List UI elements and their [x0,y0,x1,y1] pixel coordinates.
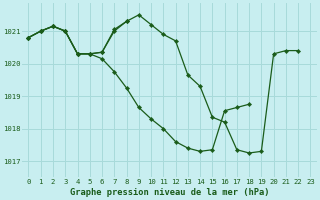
X-axis label: Graphe pression niveau de la mer (hPa): Graphe pression niveau de la mer (hPa) [70,188,269,197]
